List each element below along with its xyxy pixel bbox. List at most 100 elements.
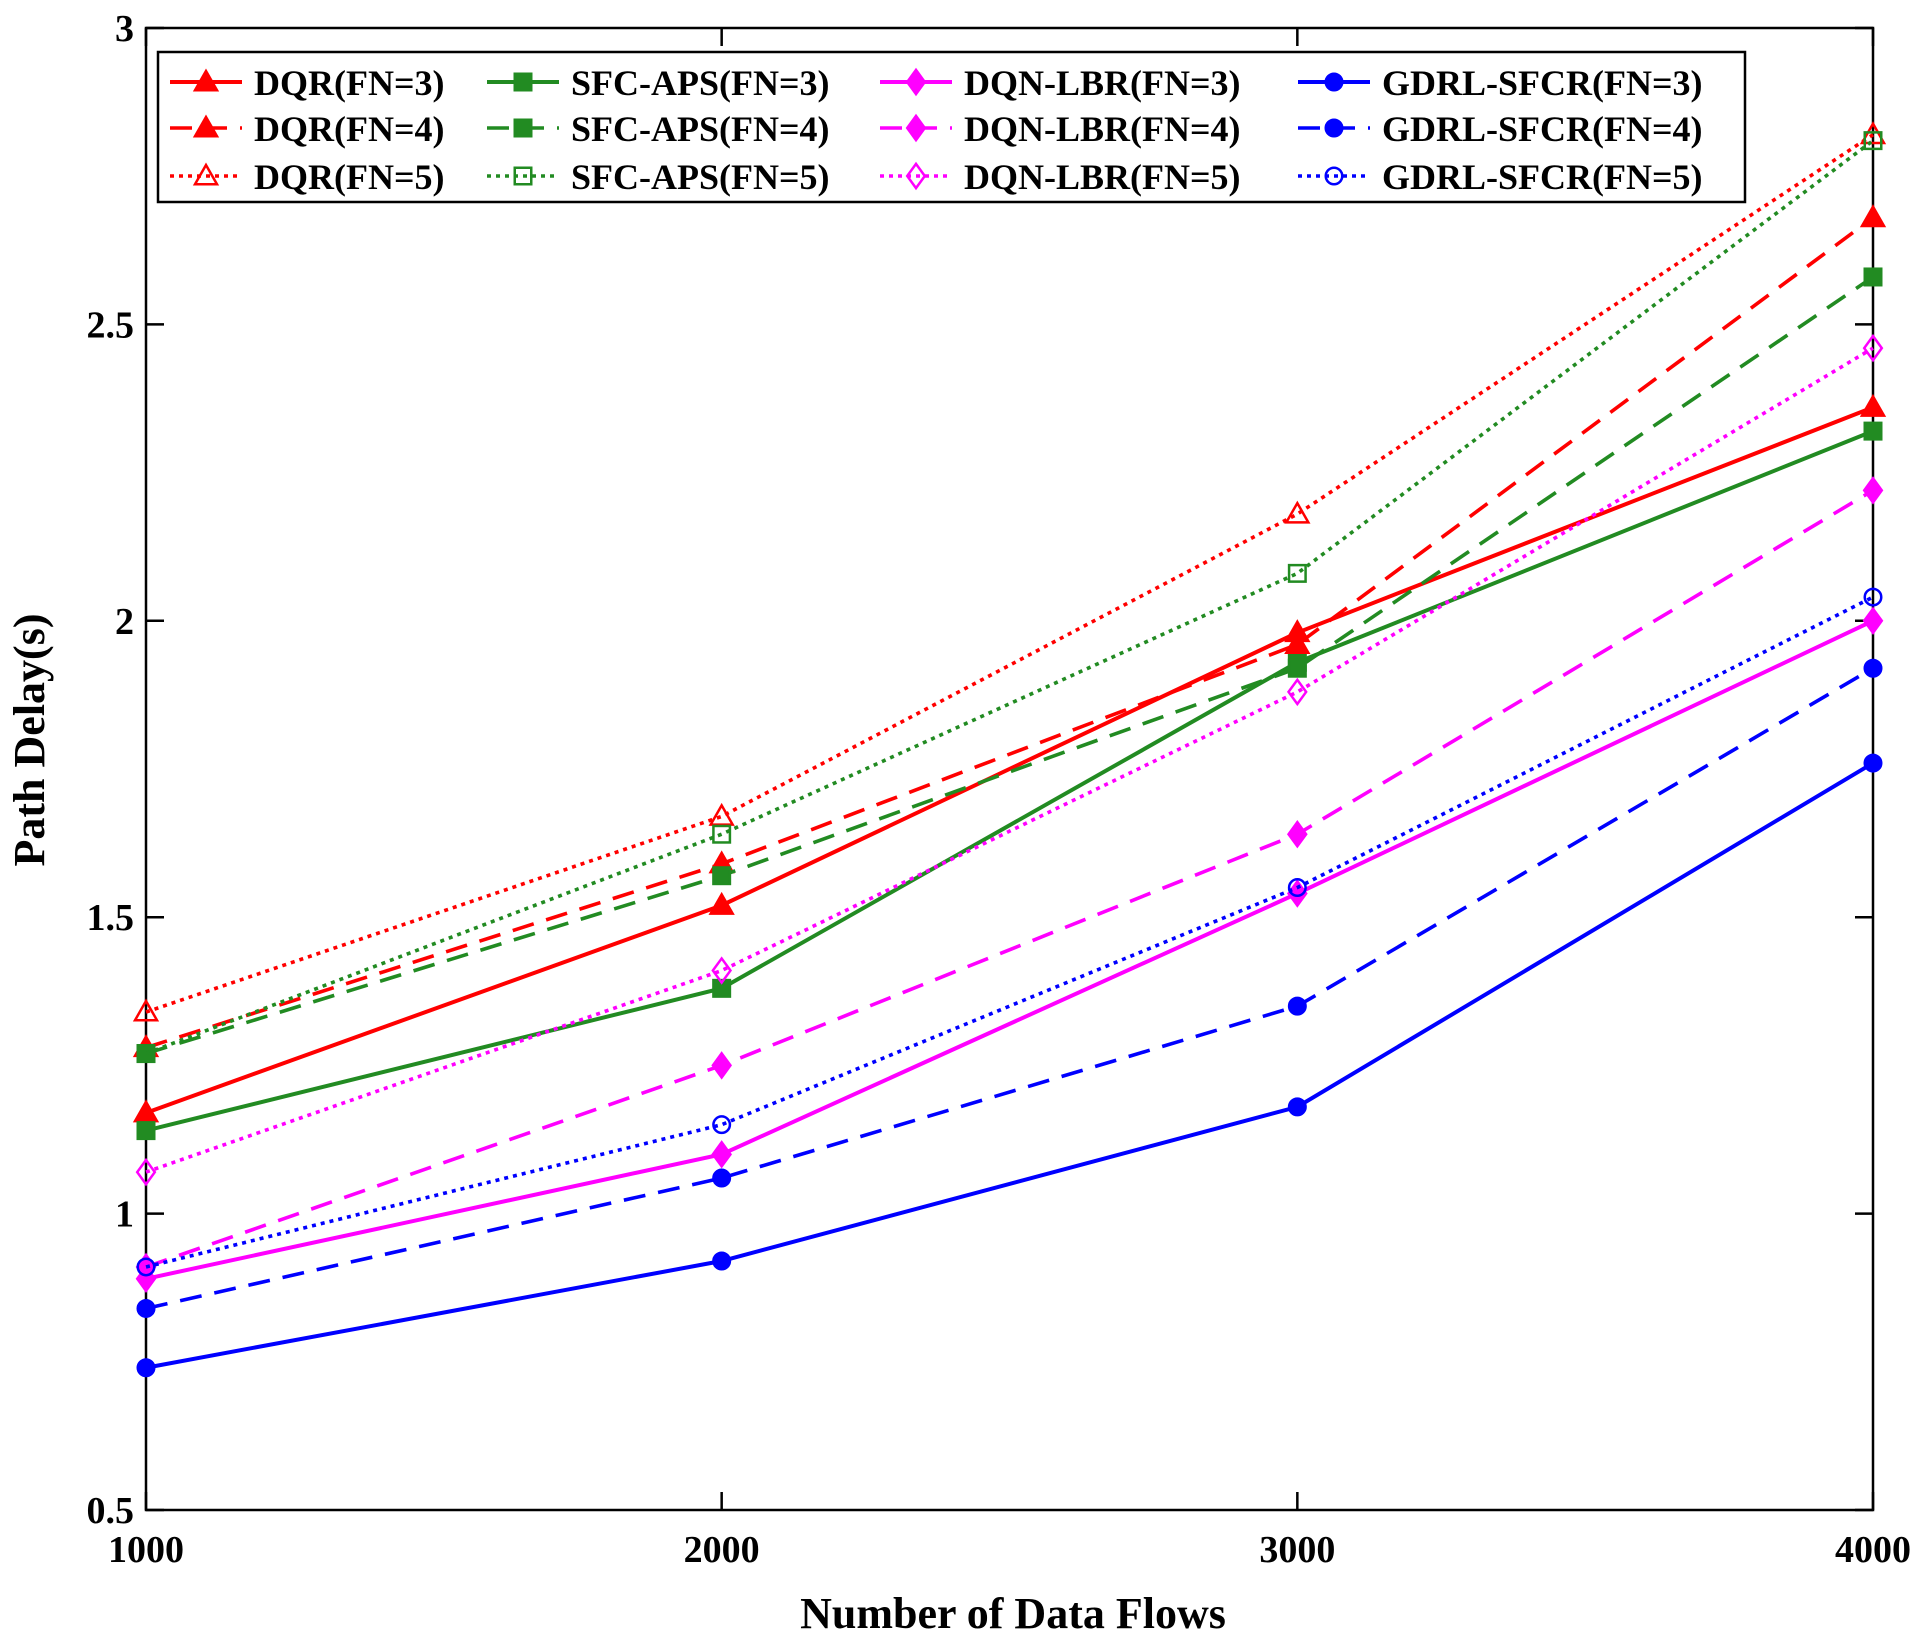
- legend-marker: [192, 162, 220, 186]
- series-lines: [132, 121, 1887, 1378]
- y-axis-label: Path Delay(s): [5, 614, 54, 867]
- legend-item: DQR(FN=3): [170, 63, 444, 103]
- series-SFC-APS(FN=4): [136, 267, 1883, 1064]
- data-point: [135, 1157, 157, 1187]
- legend-item: DQN-LBR(FN=3): [880, 63, 1241, 103]
- data-point: [1287, 563, 1307, 583]
- data-point: [132, 1099, 160, 1123]
- data-point: [712, 1115, 732, 1135]
- data-point: [1863, 658, 1883, 678]
- series-SFC-APS(FN=5): [136, 131, 1883, 1064]
- y-tick-label: 1.5: [87, 897, 135, 939]
- data-point: [1287, 996, 1307, 1016]
- data-point: [712, 1168, 732, 1188]
- legend-label: GDRL-SFCR(FN=4): [1382, 109, 1702, 149]
- legend-marker: [1324, 118, 1344, 138]
- series-line: [145, 488, 1874, 1269]
- legend-label: DQR(FN=5): [254, 157, 444, 197]
- y-tick-label: 3: [115, 8, 134, 50]
- data-point: [136, 1358, 156, 1378]
- legend-item: SFC-APS(FN=5): [487, 157, 830, 197]
- x-axis-label: Number of Data Flows: [800, 1589, 1226, 1638]
- legend-label: SFC-APS(FN=4): [571, 109, 830, 149]
- series-line: [145, 761, 1875, 1370]
- legend-label: DQR(FN=4): [254, 109, 444, 149]
- data-point: [711, 956, 733, 985]
- data-point: [1863, 421, 1883, 441]
- series-line: [145, 275, 1875, 1056]
- series-line: [145, 429, 1874, 1133]
- data-point: [708, 802, 735, 826]
- legend-marker: [1324, 166, 1344, 186]
- data-point: [1862, 476, 1884, 505]
- data-point: [712, 866, 732, 886]
- data-point: [132, 998, 160, 1022]
- legend-item: GDRL-SFCR(FN=4): [1298, 109, 1702, 149]
- data-point: [1863, 267, 1883, 287]
- series-line: [145, 346, 1874, 1174]
- legend-marker: [513, 118, 533, 138]
- legend-item: DQR(FN=5): [170, 157, 444, 197]
- x-tick-label: 2000: [684, 1529, 760, 1571]
- legend-marker: [905, 113, 927, 143]
- data-point: [712, 1251, 732, 1271]
- legend-label: SFC-APS(FN=3): [571, 63, 830, 103]
- y-tick-label: 2.5: [87, 304, 135, 346]
- data-point: [1284, 630, 1311, 655]
- data-point: [712, 824, 732, 844]
- legend-item: DQN-LBR(FN=4): [880, 109, 1241, 149]
- data-point: [1863, 131, 1883, 151]
- legend-label: SFC-APS(FN=5): [571, 157, 830, 197]
- series-DQN-LBR(FN=3): [135, 606, 1884, 1294]
- series-line: [145, 216, 1875, 1050]
- series-GDRL-SFCR(FN=5): [136, 587, 1883, 1277]
- legend-item: GDRL-SFCR(FN=5): [1298, 157, 1702, 197]
- data-point: [1286, 677, 1308, 707]
- legend-marker: [513, 72, 533, 92]
- y-tick-label: 2: [115, 601, 134, 643]
- legend-marker: [1324, 72, 1344, 92]
- data-point: [1863, 587, 1883, 607]
- legend: DQR(FN=3) SFC-APS(FN=3) DQN-LBR(FN=3) GDRL-…: [156, 50, 1747, 204]
- legend-item: DQN-LBR(FN=5): [880, 157, 1241, 197]
- y-tick-label: 1: [115, 1194, 134, 1236]
- series-GDRL-SFCR(FN=3): [136, 753, 1883, 1378]
- x-axis-ticks: 1000 2000 3000 4000: [108, 28, 1911, 1571]
- data-point: [1287, 878, 1307, 898]
- legend-marker: [513, 166, 533, 186]
- data-point: [1287, 1097, 1307, 1117]
- legend-label: DQR(FN=3): [254, 63, 444, 103]
- legend-label: DQN-LBR(FN=3): [964, 63, 1241, 103]
- data-point: [1862, 333, 1884, 363]
- legend-label: DQN-LBR(FN=4): [964, 109, 1241, 149]
- data-point: [1287, 658, 1307, 678]
- data-point: [136, 1298, 156, 1318]
- data-point: [1284, 500, 1311, 524]
- data-point: [712, 978, 732, 998]
- legend-item: DQR(FN=4): [170, 109, 444, 149]
- data-point: [1286, 819, 1308, 849]
- series-DQN-LBR(FN=5): [135, 333, 1884, 1187]
- legend-marker: [192, 114, 220, 138]
- data-point: [1862, 606, 1884, 636]
- data-point: [1863, 753, 1883, 773]
- series-line: [145, 139, 1875, 1056]
- legend-marker: [192, 68, 220, 92]
- data-point: [711, 1051, 733, 1080]
- y-axis-ticks: 0.5 1 1.5 2 2.5 3: [87, 8, 1873, 1532]
- x-tick-label: 1000: [108, 1529, 184, 1571]
- legend-marker: [905, 67, 927, 97]
- legend-label: GDRL-SFCR(FN=5): [1382, 157, 1702, 197]
- x-tick-label: 4000: [1835, 1529, 1911, 1571]
- legend-marker: [905, 161, 927, 191]
- series-GDRL-SFCR(FN=4): [136, 658, 1883, 1318]
- y-tick-label: 0.5: [87, 1490, 135, 1532]
- legend-label: GDRL-SFCR(FN=3): [1382, 63, 1702, 103]
- data-point: [708, 891, 735, 915]
- series-line: [145, 618, 1874, 1281]
- data-point: [1859, 204, 1887, 228]
- data-point: [1859, 393, 1887, 417]
- legend-item: GDRL-SFCR(FN=3): [1298, 63, 1702, 103]
- data-point: [711, 1140, 733, 1169]
